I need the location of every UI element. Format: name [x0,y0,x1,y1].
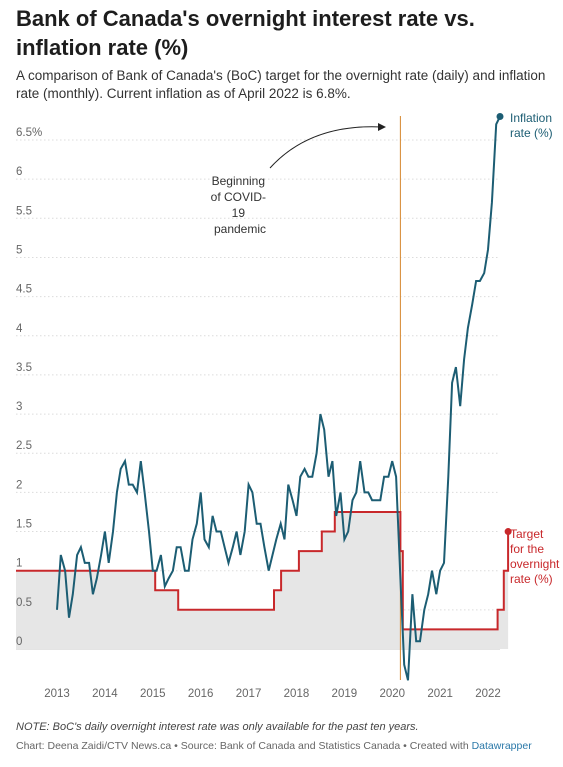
y-tick-label: 2 [16,479,22,491]
y-tick-label: 2.5 [16,440,32,452]
source-text: Chart: Deena Zaidi/CTV News.ca • Source:… [16,740,472,752]
x-tick-label: 2014 [92,688,118,700]
inflation-legend-line: rate (%) [510,126,553,140]
chart-note: NOTE: BoC's daily overnight interest rat… [16,721,419,733]
overnight-endpoint-dot [504,528,512,536]
x-tick-label: 2013 [44,688,70,700]
annotation-arrowhead [378,123,386,131]
inflation-endpoint-dot [496,113,504,121]
x-tick-label: 2020 [379,688,405,700]
x-tick-label: 2017 [236,688,262,700]
datawrapper-link[interactable]: Datawrapper [471,740,532,752]
overnight-legend-line: overnight [510,557,560,571]
overnight-legend-line: for the [510,542,544,556]
chart-source: Chart: Deena Zaidi/CTV News.ca • Source:… [16,740,532,752]
y-tick-label: 3 [16,401,22,413]
x-tick-label: 2016 [188,688,214,700]
y-tick-label: 0 [16,636,22,648]
x-tick-label: 2021 [427,688,453,700]
y-tick-label: 0.5 [16,597,32,609]
x-tick-label: 2022 [475,688,501,700]
chart-subtitle: A comparison of Bank of Canada's (BoC) t… [16,68,546,101]
covid-annotation-line: 19 [232,206,246,220]
overnight-legend-line: Target [510,527,544,541]
y-tick-label: 6.5% [16,127,42,139]
covid-annotation-line: pandemic [214,222,266,236]
y-tick-label: 3.5 [16,362,32,374]
annotation-arrow [269,126,383,169]
x-tick-label: 2018 [284,688,310,700]
y-tick-label: 5 [16,244,22,256]
x-axis-ticks: 2013 2014 2015 2016 2017 2018 2019 2020 2021 2022 [44,688,501,700]
covid-annotation-line: Beginning [212,174,265,188]
inflation-rate-line [56,116,501,681]
y-axis-ticks: 0 0.5 1 1.5 2 2.5 3 3.5 4 4.5 5 5.5 6 6.5% [16,127,42,648]
y-tick-label: 4.5 [16,284,32,296]
y-tick-label: 6 [16,166,22,178]
overnight-legend-line: rate (%) [510,572,553,586]
overnight-rate-line [15,511,510,631]
y-tick-label: 5.5 [16,205,32,217]
svg-text:Beginning of COVID-: Beginning of COVID- 19 pandemic [211,174,270,236]
inflation-legend-label: Inflation rate (%) [510,111,555,140]
chart-plot: 00.511.522.533.544.555.566.5% 2013 2014 20… [15,111,563,700]
x-tick-label: 2019 [332,688,358,700]
covid-annotation-line: of COVID- [211,190,266,204]
y-tick-label: 1.5 [16,519,32,531]
inflation-legend-line: Inflation [510,111,552,125]
overnight-rate-area [16,512,509,649]
y-tick-label: 1 [16,558,22,570]
y-tick-label: 4 [16,323,23,335]
overnight-legend-label: Target for the overnight rate (%) [510,527,563,586]
chart-title: Bank of Canada's overnight interest rate… [16,6,475,60]
x-tick-label: 2015 [140,688,166,700]
covid-annotation: Beginning of COVID- 19 pandemic [211,123,386,236]
